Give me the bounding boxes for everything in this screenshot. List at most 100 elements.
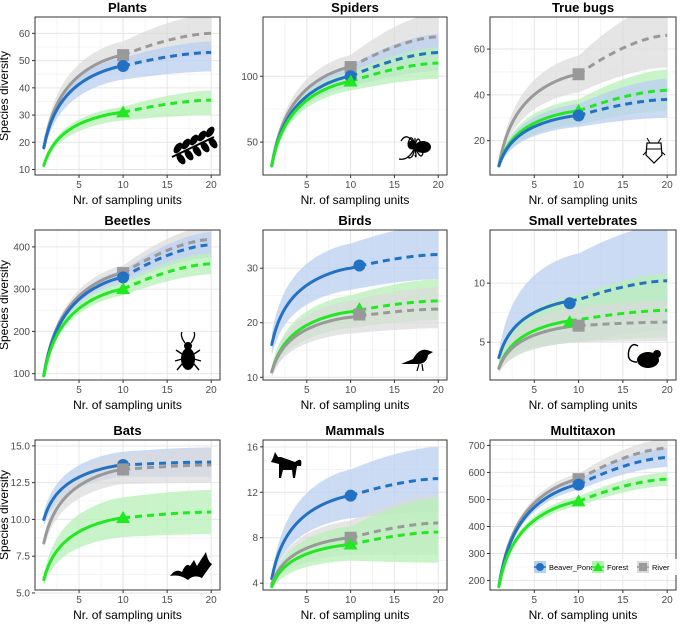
- y-tick-label: 4: [252, 579, 258, 590]
- extrapolated-line-beaver_pond: [578, 97, 668, 117]
- y-axis-label: Species diversity: [0, 51, 11, 141]
- x-tick-label: 5: [304, 180, 310, 191]
- panel-border: [262, 229, 448, 381]
- interpolated-line-beaver_pond: [42, 463, 125, 521]
- observed-point-forest: [343, 74, 358, 87]
- x-axis-label: Nr. of sampling units: [301, 608, 410, 622]
- y-tick-label: 400: [468, 522, 485, 533]
- beetle-legs: [174, 349, 202, 371]
- interpolated-line-forest: [270, 80, 353, 168]
- shield-bug-icon: [642, 137, 666, 164]
- observed-point-river: [572, 68, 585, 81]
- extrapolated-line-beaver_pond: [569, 279, 668, 303]
- x-tick-label: 5: [304, 385, 310, 396]
- panel-border: [262, 16, 448, 176]
- x-axis-label: Nr. of sampling units: [301, 193, 410, 207]
- panel-border: [489, 229, 677, 381]
- extrapolated-line-forest: [578, 88, 668, 113]
- x-tick-label: 15: [617, 180, 629, 191]
- fern-leaflet: [189, 134, 199, 146]
- extrapolated-line-beaver_pond: [350, 51, 439, 78]
- panel-border: [489, 16, 677, 176]
- y-tick-label: 100: [13, 369, 30, 380]
- x-axis-label: Nr. of sampling units: [529, 193, 638, 207]
- fern-leaflet: [181, 138, 191, 150]
- bug-body: [645, 142, 663, 164]
- y-tick-label: 20: [474, 136, 486, 147]
- interpolated-line-forest: [497, 109, 581, 168]
- x-tick-label: 10: [345, 595, 357, 606]
- panel-data-layer: [497, 440, 668, 589]
- y-tick-label: 300: [468, 549, 485, 560]
- extrapolated-line-forest: [122, 98, 212, 114]
- spider-leg: [407, 137, 416, 146]
- panel-border: [34, 439, 221, 591]
- panel-spiders: 5 10 15 20 50 100 Spiders Nr. of sampling units: [241, 0, 448, 207]
- x-tick-label: 5: [532, 180, 538, 191]
- bird-icon: [401, 349, 433, 372]
- fern-leaflet: [208, 137, 218, 149]
- y-tick-label: 600: [468, 468, 485, 479]
- x-tick-label: 10: [573, 595, 585, 606]
- legend-key-circle: [536, 563, 544, 571]
- extrapolated-line-forest: [578, 477, 668, 503]
- spider-abdomen: [415, 141, 431, 153]
- extrapolated-line-forest: [122, 510, 212, 520]
- y-tick-label: 7.5: [16, 552, 30, 563]
- panel-small-vertebrates: 5 10 15 20 5 10 Small vertebrates Nr. of sampli…: [474, 213, 677, 412]
- beetle-body: [181, 348, 195, 370]
- extrapolated-line-beaver_pond: [359, 253, 439, 268]
- x-tick-label: 5: [532, 385, 538, 396]
- legend-key-triangle: [593, 562, 603, 571]
- confidence-band-beaver_pond: [43, 41, 212, 154]
- x-tick-label: 20: [433, 385, 445, 396]
- confidence-band-river: [498, 17, 668, 169]
- y-tick-label: 30: [247, 264, 259, 275]
- fox-icon: [271, 452, 302, 478]
- legend: Beaver_Pond Forest River: [534, 559, 680, 575]
- x-tick-label: 10: [118, 180, 130, 191]
- x-tick-label: 15: [389, 180, 401, 191]
- observed-point-river: [353, 308, 366, 321]
- bat-silhouette: [170, 552, 212, 580]
- y-tick-label: 12.5: [11, 478, 31, 489]
- confidence-band-river: [271, 287, 439, 378]
- extrapolated-line-beaver_pond: [350, 477, 439, 498]
- extrapolated-line-forest: [122, 262, 212, 291]
- legend-entry-label: River: [652, 563, 670, 572]
- y-tick-label: 10: [19, 165, 31, 176]
- extrapolated-line-beaver_pond: [123, 460, 212, 467]
- observed-point-river: [117, 49, 130, 62]
- observed-point-beaver-pond: [572, 478, 585, 491]
- y-tick-label: 5: [479, 338, 485, 349]
- panel-title: Beetles: [104, 213, 150, 228]
- extrapolated-line-forest: [350, 530, 439, 547]
- y-tick-label: 16: [247, 442, 259, 453]
- x-tick-label: 20: [206, 595, 218, 606]
- mouse-ear: [653, 350, 661, 358]
- beetle-head: [184, 342, 192, 350]
- panel-true-bugs: 5 10 15 20 20 40 60 True bugs Nr. of sampling un…: [474, 0, 677, 207]
- x-tick-label: 5: [76, 180, 82, 191]
- extrapolated-line-river: [122, 31, 212, 57]
- x-tick-label: 15: [617, 595, 629, 606]
- beetle-icon: [174, 331, 202, 371]
- x-tick-label: 20: [206, 180, 218, 191]
- panel-title: Bats: [113, 423, 141, 438]
- fern-leaflet: [184, 149, 194, 161]
- interpolated-line-river: [270, 65, 353, 168]
- observed-point-river: [117, 463, 130, 476]
- y-tick-label: 20: [19, 138, 31, 149]
- x-tick-label: 15: [617, 385, 629, 396]
- interpolated-line-forest: [497, 319, 572, 370]
- y-tick-label: 5.0: [16, 588, 30, 599]
- interpolated-line-beaver_pond: [42, 64, 125, 150]
- panel-title: Birds: [338, 213, 371, 228]
- x-tick-label: 10: [118, 595, 130, 606]
- y-tick-label: 12: [247, 488, 259, 499]
- panel-plants: 5 10 15 20 10 20 30 40 50 60 Plants Nr. of sampling…: [0, 0, 221, 207]
- extrapolated-line-forest: [350, 61, 439, 83]
- observed-point-forest: [343, 537, 358, 550]
- x-tick-label: 15: [389, 385, 401, 396]
- y-tick-label: 20: [247, 318, 259, 329]
